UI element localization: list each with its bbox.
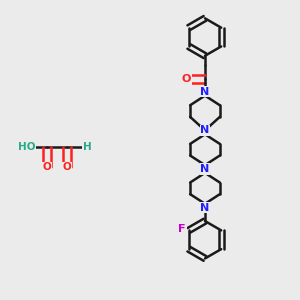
- Text: F: F: [178, 224, 186, 234]
- Text: N: N: [200, 125, 210, 135]
- Text: N: N: [200, 87, 210, 97]
- Text: H: H: [83, 142, 92, 152]
- Text: O: O: [182, 74, 191, 84]
- Text: HO: HO: [18, 142, 35, 152]
- Text: O: O: [63, 162, 71, 172]
- Text: N: N: [200, 164, 210, 174]
- Text: N: N: [200, 203, 210, 213]
- Text: N: N: [200, 164, 210, 174]
- Text: O: O: [43, 162, 51, 172]
